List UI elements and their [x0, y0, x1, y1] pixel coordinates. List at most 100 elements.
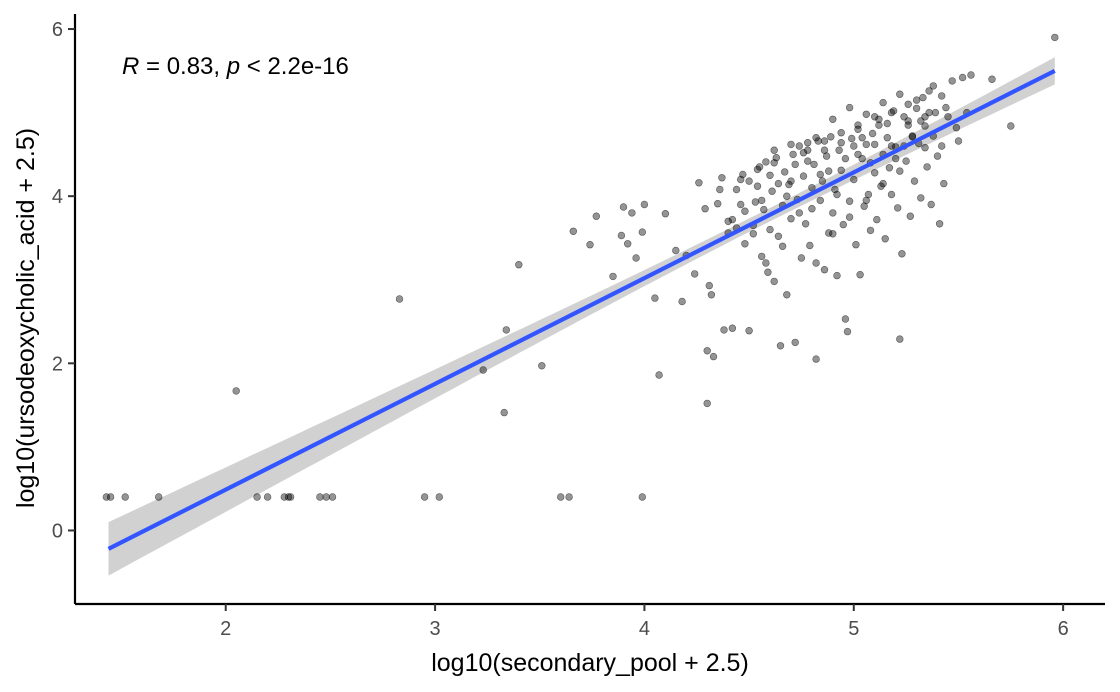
data-point: [787, 177, 795, 185]
data-point: [847, 134, 856, 143]
data-point: [856, 271, 864, 279]
data-point: [655, 371, 663, 379]
data-point: [912, 96, 921, 104]
data-point: [862, 196, 870, 205]
data-point: [944, 113, 952, 121]
data-point: [619, 203, 628, 211]
data-point: [322, 493, 330, 501]
data-point: [824, 167, 833, 175]
y-tick-label: 2: [52, 353, 63, 375]
data-point: [841, 315, 850, 323]
data-point: [868, 129, 877, 138]
data-point: [703, 399, 711, 408]
data-point: [106, 493, 115, 501]
data-point: [705, 281, 713, 290]
data-point: [799, 149, 808, 157]
data-point: [940, 179, 948, 188]
data-point: [822, 152, 831, 160]
data-point: [816, 170, 824, 179]
data-point: [749, 230, 757, 238]
data-point: [812, 259, 820, 267]
data-point: [395, 295, 404, 303]
data-point: [829, 115, 837, 124]
data-point: [695, 179, 703, 187]
data-point: [672, 246, 680, 255]
data-point: [284, 493, 293, 501]
data-point: [757, 252, 766, 261]
data-point: [801, 220, 810, 228]
data-point: [753, 165, 762, 174]
data-point: [896, 167, 904, 175]
data-point: [732, 185, 741, 194]
data-point: [843, 327, 852, 336]
data-point: [762, 259, 770, 267]
data-point: [638, 493, 646, 501]
x-axis-title: log10(secondary_pool + 2.5): [431, 649, 749, 677]
data-point: [592, 212, 600, 220]
data-point: [713, 200, 722, 208]
data-point: [881, 235, 889, 243]
data-point: [328, 493, 337, 501]
data-point: [921, 122, 929, 130]
data-point: [515, 261, 523, 269]
data-point: [745, 177, 753, 185]
data-point: [661, 210, 670, 218]
data-point: [741, 240, 749, 248]
data-point: [316, 493, 324, 501]
data-point: [845, 103, 854, 112]
data-point: [841, 154, 850, 163]
data-point: [933, 152, 942, 160]
data-point: [898, 250, 906, 258]
data-point: [893, 204, 902, 212]
data-point: [854, 150, 862, 159]
data-point: [935, 220, 944, 228]
data-point: [435, 493, 443, 501]
data-point: [860, 202, 868, 210]
data-point: [904, 121, 912, 129]
data-point: [923, 163, 931, 171]
data-point: [795, 209, 803, 217]
data-point: [155, 493, 163, 501]
data-point: [609, 272, 617, 281]
data-point: [854, 125, 862, 134]
data-point: [967, 71, 975, 79]
data-point: [806, 241, 814, 250]
data-point: [873, 215, 881, 224]
data-point: [1051, 33, 1059, 42]
data-point: [837, 166, 845, 175]
data-point: [736, 175, 745, 184]
data-point: [638, 228, 646, 236]
data-point: [929, 82, 937, 90]
data-point: [690, 270, 699, 278]
data-point: [948, 77, 956, 85]
data-point: [902, 157, 910, 165]
data-point: [954, 137, 963, 145]
data-point: [829, 209, 837, 217]
p-symbol: p: [226, 53, 240, 80]
data-point: [879, 98, 887, 107]
data-point: [891, 154, 900, 163]
data-point: [937, 92, 946, 100]
data-point: [770, 159, 778, 167]
data-point: [757, 196, 766, 205]
data-point: [862, 140, 870, 149]
data-point: [232, 387, 240, 395]
x-tick-label: 6: [1058, 618, 1069, 640]
data-point: [820, 266, 829, 274]
data-point: [745, 327, 753, 335]
data-point: [837, 129, 845, 137]
data-point: [879, 179, 887, 188]
data-point: [921, 113, 929, 121]
x-tick-label: 3: [430, 618, 441, 640]
data-point: [845, 213, 854, 221]
data-points-layer: [102, 33, 1059, 501]
data-point: [780, 168, 789, 176]
data-point: [942, 103, 950, 112]
data-point: [852, 241, 860, 249]
data-point: [709, 352, 718, 361]
data-point: [640, 200, 649, 209]
data-point: [586, 241, 594, 249]
data-point: [887, 190, 896, 199]
data-point: [908, 132, 917, 140]
